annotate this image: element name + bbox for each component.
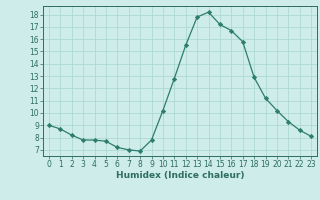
X-axis label: Humidex (Indice chaleur): Humidex (Indice chaleur): [116, 171, 244, 180]
